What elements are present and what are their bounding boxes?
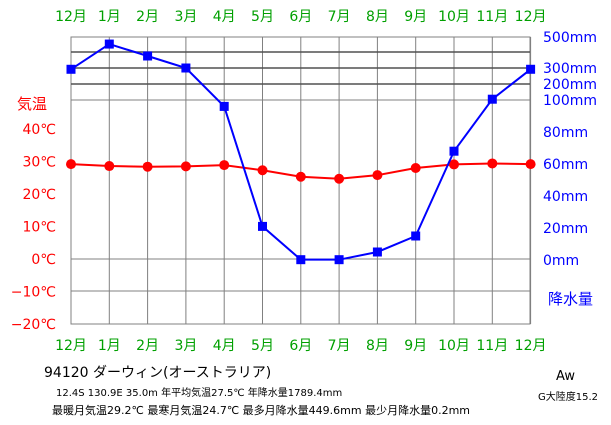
temperature-point <box>66 159 76 170</box>
precipitation-point <box>372 247 382 257</box>
month-label-top: 12月 <box>55 9 87 25</box>
precipitation-point <box>181 63 191 73</box>
continentality: G大陸度15.2 <box>538 392 599 403</box>
month-label-bottom: 1月 <box>98 338 121 354</box>
temperature-point <box>104 161 115 172</box>
temperature-tick-label: 30℃ <box>22 155 56 171</box>
temperature-tick-label: 40℃ <box>22 122 56 138</box>
precipitation-point <box>411 231 421 241</box>
month-label-bottom: 2月 <box>136 338 159 354</box>
precipitation-tick-label: 40mm <box>543 189 588 205</box>
temperature-point <box>449 159 459 170</box>
top-month-labels: 12月 1月 2月 3月 4月 5月 6月 7月 8月 9月 10月 11月 12月 <box>55 9 546 25</box>
month-label-bottom: 5月 <box>251 338 274 354</box>
month-label-top: 2月 <box>136 9 159 25</box>
temperature-point <box>295 171 306 182</box>
precipitation-series <box>66 39 536 265</box>
temperature-tick-label: −20℃ <box>11 317 56 333</box>
climate-class: Aw <box>556 369 575 384</box>
precipitation-tick-label: 60mm <box>543 157 588 173</box>
month-label-bottom: 8月 <box>366 338 389 354</box>
precipitation-point <box>334 255 344 265</box>
precipitation-axis-title: 降水量 <box>548 290 593 308</box>
precipitation-point <box>526 64 536 74</box>
month-label-top: 1月 <box>98 9 121 25</box>
temperature-point <box>219 160 230 171</box>
month-label-top: 10月 <box>438 9 470 25</box>
precipitation-tick-label: 100mm <box>543 93 597 109</box>
temperature-tick-label: 0℃ <box>31 252 56 268</box>
month-label-bottom: 7月 <box>328 338 351 354</box>
month-label-top: 6月 <box>289 9 312 25</box>
grid-lines <box>70 36 532 325</box>
month-label-top: 5月 <box>251 9 274 25</box>
month-label-top: 3月 <box>174 9 197 25</box>
precipitation-point <box>449 146 459 156</box>
temperature-point <box>180 161 191 172</box>
temperature-axis-title: 気温 <box>17 95 47 113</box>
precipitation-tick-label: 200mm <box>543 77 597 93</box>
month-label-bottom: 9月 <box>404 338 427 354</box>
precipitation-point <box>104 39 114 49</box>
precipitation-tick-label: 0mm <box>543 253 579 269</box>
month-label-top: 12月 <box>515 9 547 25</box>
precipitation-tick-label: 500mm <box>543 30 597 46</box>
month-label-top: 9月 <box>404 9 427 25</box>
extremes-info: 最暖月気温29.2℃ 最寒月気温24.7℃ 最多月降水量449.6mm 最少月降… <box>52 404 471 417</box>
precipitation-point <box>487 94 497 104</box>
temperature-point <box>487 158 498 169</box>
precipitation-tick-label: 80mm <box>543 125 588 141</box>
month-label-bottom: 11月 <box>476 338 508 354</box>
station-info: 12.4S 130.9E 35.0m 年平均気温27.5℃ 年降水量1789.4… <box>56 388 343 399</box>
station-name: 94120 ダーウィン(オーストラリア) <box>44 365 272 381</box>
precipitation-point <box>66 64 76 74</box>
month-label-bottom: 6月 <box>289 338 312 354</box>
month-label-top: 7月 <box>328 9 351 25</box>
month-label-top: 8月 <box>366 9 389 25</box>
month-label-bottom: 4月 <box>213 338 236 354</box>
precipitation-point <box>219 101 229 111</box>
temperature-point <box>257 165 268 176</box>
temperature-tick-label: 20℃ <box>22 187 56 203</box>
precipitation-point <box>143 51 153 61</box>
month-label-bottom: 10月 <box>438 338 470 354</box>
precipitation-point <box>258 221 267 231</box>
precipitation-tick-label: 300mm <box>543 61 597 77</box>
temperature-series <box>66 158 536 184</box>
temperature-point <box>334 173 345 184</box>
temperature-axis-ticks: 40℃ 30℃ 20℃ 10℃ 0℃ −10℃ −20℃ <box>11 122 56 333</box>
precipitation-tick-label: 20mm <box>543 221 588 237</box>
month-label-bottom: 12月 <box>55 338 87 354</box>
month-label-bottom: 12月 <box>515 338 547 354</box>
temperature-point <box>525 159 536 170</box>
temperature-point <box>410 163 421 173</box>
temperature-tick-label: 10℃ <box>22 220 56 236</box>
bottom-month-labels: 12月 1月 2月 3月 4月 5月 6月 7月 8月 9月 10月 11月 12月 <box>55 338 546 354</box>
precipitation-point <box>296 255 306 265</box>
temperature-tick-label: −10℃ <box>11 285 56 301</box>
temperature-point <box>372 170 383 181</box>
month-label-bottom: 3月 <box>174 338 197 354</box>
temperature-point <box>142 161 153 172</box>
month-label-top: 11月 <box>476 9 508 25</box>
month-label-top: 4月 <box>213 9 236 25</box>
